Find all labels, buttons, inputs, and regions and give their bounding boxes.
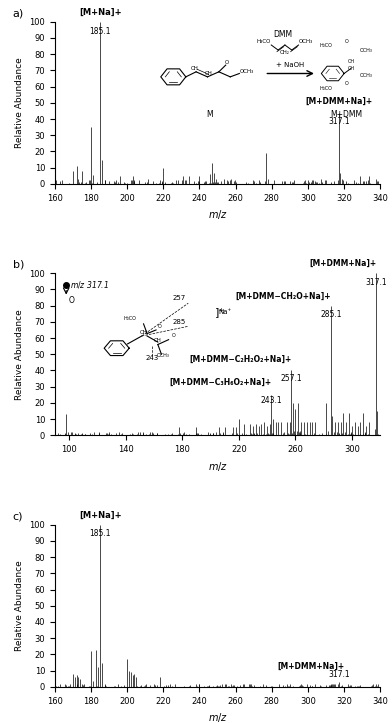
X-axis label: $m/z$: $m/z$ [207,711,228,723]
Text: 243.1: 243.1 [261,396,282,406]
Text: [M+Na]+: [M+Na]+ [79,510,122,520]
Y-axis label: Relative Abundance: Relative Abundance [15,57,24,148]
Text: [M+DMM+Na]+: [M+DMM+Na]+ [305,97,372,106]
Text: c): c) [13,511,23,521]
Text: a): a) [13,9,24,19]
Text: [M+DMM−C₂H₂O₂+Na]+: [M+DMM−C₂H₂O₂+Na]+ [189,355,291,364]
X-axis label: $m/z$: $m/z$ [207,460,228,473]
Text: 317.1: 317.1 [328,116,350,126]
Text: b): b) [13,260,24,270]
Text: [M+DMM+Na]+: [M+DMM+Na]+ [277,662,344,671]
Text: [M+DMM+Na]+: [M+DMM+Na]+ [309,260,376,268]
Y-axis label: Relative Abundance: Relative Abundance [15,560,24,651]
Text: [M+Na]+: [M+Na]+ [79,8,122,17]
Text: 185.1: 185.1 [89,27,111,35]
Text: 317.1: 317.1 [328,669,350,679]
Text: 317.1: 317.1 [365,278,387,287]
X-axis label: $m/z$: $m/z$ [207,208,228,221]
Text: [M+DMM−CH₂O+Na]+: [M+DMM−CH₂O+Na]+ [235,292,331,301]
Text: 257.1: 257.1 [280,374,302,382]
Text: 185.1: 185.1 [89,529,111,539]
Text: 285.1: 285.1 [320,310,341,320]
Text: $m/z$ 317.1: $m/z$ 317.1 [70,279,109,290]
Y-axis label: Relative Abundance: Relative Abundance [15,309,24,400]
Text: O: O [68,296,74,305]
Text: [M+DMM−C₃H₆O₂+Na]+: [M+DMM−C₃H₆O₂+Na]+ [169,377,271,387]
